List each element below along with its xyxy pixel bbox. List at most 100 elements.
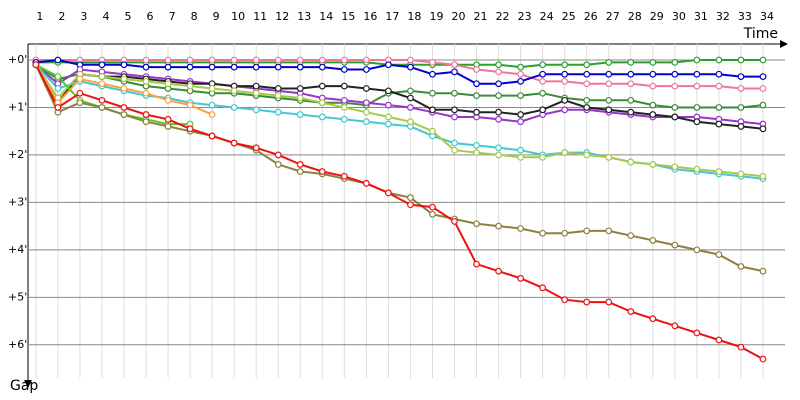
data-point — [539, 153, 547, 161]
x-tick-label: 29 — [650, 10, 664, 23]
data-point — [98, 61, 106, 69]
data-point — [340, 172, 348, 180]
data-point — [605, 298, 613, 306]
data-point — [737, 85, 745, 92]
data-point — [230, 56, 238, 64]
data-point — [605, 106, 613, 114]
data-point — [230, 139, 238, 147]
data-point — [649, 161, 657, 168]
data-point — [671, 163, 679, 171]
data-point — [627, 308, 635, 315]
y-tick-label: +2' — [8, 148, 27, 161]
x-tick-label: 21 — [474, 10, 488, 23]
data-point — [208, 132, 216, 140]
data-point — [407, 63, 414, 71]
data-point — [186, 101, 194, 109]
data-point — [142, 89, 150, 97]
data-point — [693, 70, 701, 78]
data-point — [693, 104, 701, 111]
data-point — [362, 66, 370, 73]
x-tick-label: 3 — [80, 10, 87, 23]
data-point — [693, 329, 701, 337]
data-point — [142, 77, 150, 85]
x-tick-label: 33 — [738, 10, 752, 23]
y-tick-label: +0' — [8, 53, 27, 66]
data-point — [649, 315, 657, 323]
data-point — [693, 118, 701, 126]
data-point — [605, 153, 613, 161]
data-point — [429, 210, 436, 218]
data-point — [451, 217, 458, 225]
data-point — [671, 241, 679, 249]
data-point — [715, 168, 723, 175]
data-point — [407, 118, 414, 126]
data-point — [759, 73, 767, 81]
data-point — [164, 115, 172, 123]
data-point — [715, 104, 723, 111]
data-point — [76, 89, 84, 97]
data-point — [561, 96, 569, 104]
data-point — [539, 77, 547, 85]
x-tick-label: 13 — [297, 10, 311, 23]
x-tick-label: 25 — [562, 10, 576, 23]
series-line — [35, 64, 764, 130]
data-point — [561, 149, 569, 156]
data-point — [495, 80, 502, 88]
data-point — [407, 104, 414, 111]
data-point — [164, 80, 172, 88]
data-point — [561, 106, 569, 114]
data-point — [517, 92, 524, 99]
data-point — [737, 170, 745, 178]
data-point — [318, 168, 326, 175]
series-line — [35, 59, 763, 90]
data-point — [208, 85, 216, 92]
data-point — [98, 80, 106, 88]
data-point — [715, 56, 723, 64]
x-tick-label: 19 — [429, 10, 443, 23]
x-tick-label: 22 — [496, 10, 510, 23]
data-point — [274, 63, 282, 71]
data-point — [54, 73, 62, 81]
data-point — [473, 80, 480, 88]
data-point — [495, 144, 502, 152]
data-point — [583, 61, 591, 69]
data-point — [495, 115, 502, 123]
series-line — [35, 58, 763, 85]
data-point — [473, 149, 480, 156]
data-point — [693, 165, 701, 173]
data-point — [230, 104, 238, 111]
data-point — [407, 87, 414, 95]
data-point — [737, 104, 745, 111]
data-point — [627, 80, 635, 88]
data-point — [517, 118, 524, 126]
data-point — [473, 142, 480, 149]
data-point — [98, 96, 106, 104]
y-axis-title: Gap — [10, 378, 38, 394]
data-point — [759, 85, 767, 92]
data-point — [164, 63, 172, 71]
data-point — [605, 58, 613, 66]
series-line — [35, 63, 764, 109]
data-point — [186, 56, 194, 64]
data-point — [649, 70, 657, 78]
data-point — [142, 111, 150, 118]
x-axis-title: Time — [743, 26, 778, 42]
data-point — [671, 322, 679, 330]
data-point — [340, 115, 348, 123]
data-point — [142, 63, 150, 71]
data-point — [164, 56, 172, 64]
data-point — [296, 161, 304, 168]
data-point — [296, 56, 304, 64]
data-point — [605, 227, 613, 235]
data-point — [318, 113, 326, 121]
data-point — [362, 108, 370, 116]
data-point — [186, 63, 194, 71]
data-point — [252, 144, 260, 152]
data-point — [517, 274, 524, 282]
data-point — [737, 343, 745, 351]
data-point — [671, 82, 679, 90]
data-point — [252, 56, 260, 64]
data-point — [98, 73, 106, 81]
data-point — [759, 267, 767, 275]
